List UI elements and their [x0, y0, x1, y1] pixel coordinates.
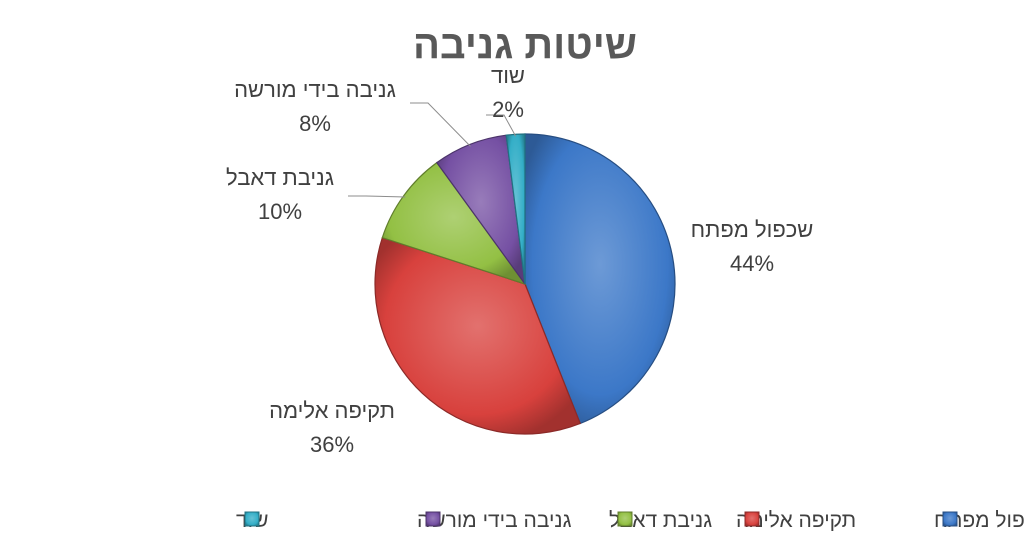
pie-slice-2 [374, 236, 581, 435]
slices-layer [374, 133, 676, 435]
slice-labels: שכפול מפתח 44% תקיפה אלימה 36% גניבת דאבל 10%… [226, 63, 813, 457]
legend-label-3: גניבת דאבל [609, 509, 712, 532]
pie-slice-5 [505, 133, 526, 285]
legend-swatch-2 [744, 511, 760, 527]
legend-item-4: גניבה בידי מורשה [417, 509, 572, 532]
slice-label-3: גניבת דאבל [226, 165, 334, 190]
slice-value-label-4: 8% [299, 111, 331, 136]
legend-swatch-4 [425, 511, 441, 527]
leader-line-5 [486, 114, 517, 137]
pie-slice-1 [524, 133, 676, 425]
slice-label-1: שכפול מפתח [691, 217, 814, 242]
leader-line-4 [410, 102, 471, 147]
leader-lines [348, 102, 517, 198]
slice-label-5: שוד [491, 63, 525, 88]
legend-swatch-3 [617, 511, 633, 527]
legend-item-1: שכפול מפתח [934, 509, 1024, 532]
legend-item-5: שוד [236, 509, 268, 532]
slice-label-4: גניבה בידי מורשה [234, 77, 396, 102]
slice-value-label-3: 10% [258, 199, 302, 224]
slice-value-label-1: 44% [730, 251, 774, 276]
legend-label-2: תקיפה אלימה [736, 509, 856, 532]
legend-swatch-5 [244, 511, 260, 527]
legend-swatch-1 [942, 511, 958, 527]
pie-slice-3 [381, 161, 527, 286]
chart-title: שיטות גניבה [413, 23, 637, 67]
legend-label-4: גניבה בידי מורשה [417, 509, 572, 532]
slice-label-2: תקיפה אלימה [269, 398, 395, 423]
slice-value-label-2: 36% [310, 432, 354, 457]
slice-value-label-5: 2% [492, 97, 524, 122]
legend-item-3: גניבת דאבל [609, 509, 712, 532]
legend: שכפול מפתח תקיפה אלימה גניבת דאבל גניבה ביד… [236, 509, 1024, 532]
leader-line-3 [348, 195, 406, 198]
legend-item-2: תקיפה אלימה [736, 509, 856, 532]
